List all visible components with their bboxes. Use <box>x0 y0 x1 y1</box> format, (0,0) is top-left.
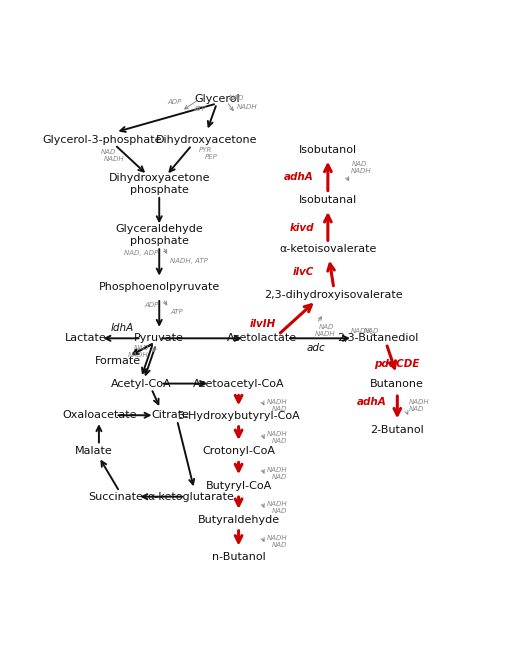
Text: NADH: NADH <box>351 328 372 334</box>
Text: Glyceraldehyde
phosphate: Glyceraldehyde phosphate <box>115 225 203 246</box>
Text: Dihydroxyacetone
phosphate: Dihydroxyacetone phosphate <box>109 173 210 195</box>
Text: NADH: NADH <box>351 168 372 174</box>
Text: Pyruvate: Pyruvate <box>134 333 184 343</box>
Text: Acetyl-CoA: Acetyl-CoA <box>111 379 172 389</box>
Text: NAD: NAD <box>272 473 287 479</box>
Text: NADH: NADH <box>315 331 335 337</box>
Text: ADP: ADP <box>168 99 182 106</box>
Text: n-Butanol: n-Butanol <box>212 552 265 562</box>
Text: NADH: NADH <box>267 432 288 438</box>
Text: NAD: NAD <box>272 406 287 412</box>
Text: NAD: NAD <box>272 508 287 514</box>
Text: NAD: NAD <box>101 149 116 155</box>
Text: NAD, ADP: NAD, ADP <box>124 250 158 256</box>
Text: Phosphoenolpyruvate: Phosphoenolpyruvate <box>99 282 220 292</box>
Text: ilvIH: ilvIH <box>250 319 276 328</box>
Text: ADP: ADP <box>144 302 158 308</box>
Text: α-ketoisovalerate: α-ketoisovalerate <box>279 244 376 254</box>
Text: Glycerol-3-phosphate: Glycerol-3-phosphate <box>42 135 161 145</box>
Text: 2,3-Butanediol: 2,3-Butanediol <box>337 333 418 343</box>
Text: NAD: NAD <box>272 542 287 548</box>
Text: adc: adc <box>307 343 325 353</box>
Text: Butyryl-CoA: Butyryl-CoA <box>205 481 272 490</box>
Text: Citrate: Citrate <box>152 410 189 421</box>
Text: 2-Butanol: 2-Butanol <box>371 425 424 436</box>
Text: Crotonyl-CoA: Crotonyl-CoA <box>202 447 275 456</box>
Text: Glycerol: Glycerol <box>194 95 240 104</box>
Text: NAD: NAD <box>134 345 150 351</box>
Text: Formate: Formate <box>95 356 141 366</box>
Text: ilvC: ilvC <box>293 267 314 277</box>
Text: kivd: kivd <box>289 223 314 233</box>
Text: 2,3-dihydroxyisovalerate: 2,3-dihydroxyisovalerate <box>265 289 403 300</box>
Text: Dihydroxyacetone: Dihydroxyacetone <box>156 135 258 145</box>
Text: NAD: NAD <box>364 328 379 334</box>
Text: NADH: NADH <box>267 466 288 473</box>
Text: Butanone: Butanone <box>370 379 424 389</box>
Text: ATP: ATP <box>170 309 183 315</box>
Text: Acetolactate: Acetolactate <box>226 333 296 343</box>
Text: NADH: NADH <box>267 501 288 507</box>
Text: NAD: NAD <box>272 438 287 445</box>
Text: adhA: adhA <box>284 172 314 182</box>
Text: NADH: NADH <box>104 156 124 162</box>
Text: Butyraldehyde: Butyraldehyde <box>198 515 280 525</box>
Text: NADH: NADH <box>267 535 288 541</box>
Text: Oxaloacetate: Oxaloacetate <box>62 410 137 421</box>
Text: α-ketoglutarate: α-ketoglutarate <box>147 492 234 502</box>
Text: ldhA: ldhA <box>111 323 134 333</box>
Text: NADH: NADH <box>267 399 288 405</box>
Text: NADH: NADH <box>409 399 430 405</box>
Text: pduCDE: pduCDE <box>375 359 420 369</box>
Text: adhA: adhA <box>356 396 386 407</box>
Text: NAD: NAD <box>409 406 424 412</box>
Text: PYR: PYR <box>199 147 212 153</box>
Text: Acetoacetyl-CoA: Acetoacetyl-CoA <box>193 379 284 389</box>
Text: Lactate: Lactate <box>65 333 106 343</box>
Text: PEP: PEP <box>205 154 218 160</box>
Text: Succinate: Succinate <box>88 492 143 502</box>
Text: 3-Hydroxybutyryl-CoA: 3-Hydroxybutyryl-CoA <box>177 411 300 421</box>
Text: NADH, ATP: NADH, ATP <box>170 259 208 264</box>
Text: ATP: ATP <box>193 106 206 112</box>
Text: NAD: NAD <box>319 325 334 330</box>
Text: NAD: NAD <box>352 161 368 167</box>
Text: NAD: NAD <box>229 95 244 101</box>
Text: NADH: NADH <box>237 104 258 110</box>
Text: Isobutanal: Isobutanal <box>298 195 357 205</box>
Text: NADH: NADH <box>127 352 148 358</box>
Text: Malate: Malate <box>75 447 113 456</box>
Text: Isobutanol: Isobutanol <box>299 145 357 155</box>
